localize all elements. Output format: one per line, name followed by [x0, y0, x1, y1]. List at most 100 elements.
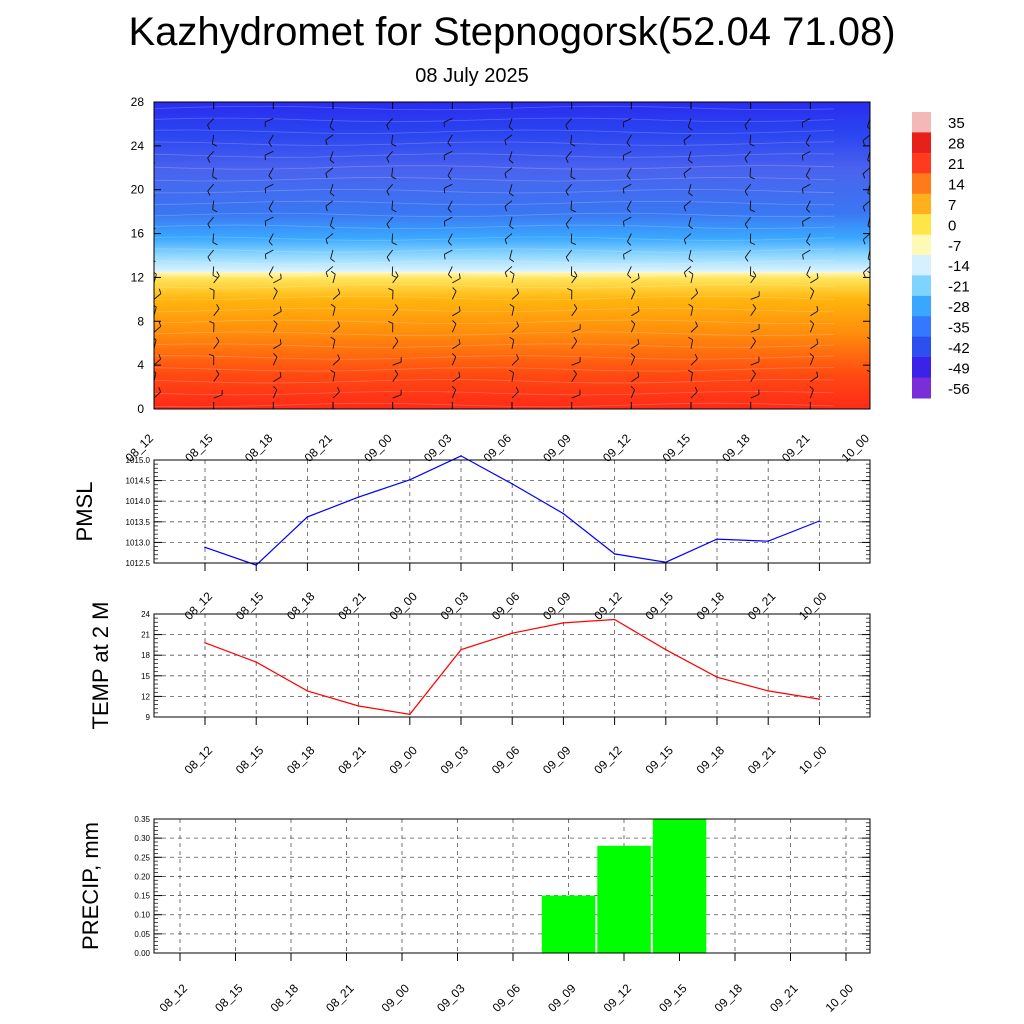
- wind-barb: [511, 306, 515, 316]
- colorbar-label: 21: [948, 156, 965, 173]
- data-point: [562, 622, 565, 624]
- wind-barb: [212, 167, 215, 177]
- wind-barb-flag: [752, 336, 756, 342]
- wind-barb-flag: [154, 260, 156, 263]
- wind-barb-flag: [816, 338, 819, 344]
- wind-barb: [325, 266, 334, 273]
- wind-barb: [571, 394, 581, 399]
- wind-barb-flag: [451, 353, 457, 358]
- wind-barb: [627, 266, 632, 275]
- wind-barb: [511, 372, 515, 382]
- wind-barb: [810, 343, 819, 350]
- panel-frame: [153, 459, 871, 564]
- y-tick-label: 21: [141, 631, 150, 640]
- y-axis-label: PRECIP, mm: [78, 822, 103, 950]
- wind-barb-flag: [683, 272, 687, 278]
- wind-barb-flag: [386, 124, 390, 130]
- data-point: [511, 632, 513, 634]
- wind-barb: [623, 249, 632, 255]
- y-tick-label: 0.15: [134, 892, 150, 901]
- wind-barb: [805, 200, 811, 209]
- wind-barb: [805, 167, 811, 177]
- wind-barb-flag: [452, 320, 457, 325]
- wind-barb-flag: [862, 206, 866, 212]
- y-tick-label: 16: [131, 227, 145, 241]
- wind-barb-flag: [802, 254, 804, 260]
- wind-barb-flag: [268, 208, 273, 213]
- wind-barb-flag: [631, 287, 636, 292]
- warm-layer: [154, 271, 870, 409]
- wind-barb-flag: [688, 258, 694, 262]
- wind-barb-flag: [280, 273, 282, 279]
- x-tick-label: 09_06: [489, 589, 523, 623]
- y-tick-label: 18: [141, 651, 150, 660]
- x-tick-label: 08_18: [284, 743, 318, 777]
- wind-barb-flag: [509, 258, 515, 263]
- wind-barb: [571, 341, 578, 349]
- y-tick-label: 0.20: [134, 872, 150, 881]
- wind-barb: [863, 266, 870, 273]
- wind-barb-flag: [447, 241, 452, 246]
- wind-barb: [207, 216, 215, 225]
- wind-barb: [630, 389, 636, 399]
- wind-barb: [325, 233, 334, 240]
- wind-barb-flag: [158, 354, 162, 360]
- wind-barb: [207, 151, 214, 159]
- wind-barb-flag: [391, 143, 397, 147]
- wind-barb-flag: [875, 289, 877, 294]
- wind-barb: [802, 216, 811, 222]
- wind-barb: [809, 389, 814, 399]
- wind-barb-flag: [458, 371, 461, 377]
- wind-barb-flag: [395, 271, 399, 277]
- isotherm-line: [154, 343, 835, 348]
- wind-barb: [273, 343, 282, 350]
- wind-barb: [744, 118, 752, 126]
- wind-barb-flag: [816, 306, 819, 312]
- data-point: [204, 546, 206, 549]
- wind-barb-flag: [688, 126, 693, 131]
- wind-barb-flag: [209, 287, 215, 291]
- precip-bar: [597, 845, 651, 953]
- pmsl-panel: 08_12 08_15 08_18 08_21 09_00 09_03 09_06 09_09…: [72, 455, 871, 623]
- wind-barb-flag: [329, 159, 335, 164]
- wind-barb: [690, 339, 694, 349]
- data-point: [716, 538, 718, 540]
- wind-barb-flag: [330, 303, 336, 308]
- chart-title: Kazhydromet for Stepnogorsk(52.04 71.08): [128, 10, 896, 54]
- x-tick-label: 09_00: [386, 589, 420, 623]
- x-tick-label: 08_18: [268, 981, 302, 1015]
- wind-barb: [810, 376, 819, 382]
- wind-barb-flag: [212, 143, 218, 147]
- wind-barb: [268, 200, 274, 209]
- wind-barb: [332, 325, 341, 333]
- wind-barb: [332, 274, 336, 284]
- wind-barb-flag: [573, 304, 578, 309]
- wind-barb: [212, 200, 215, 210]
- wind-barb-flag: [212, 209, 218, 213]
- wind-barb: [623, 183, 632, 189]
- isotherm-line: [154, 355, 835, 360]
- wind-barb-flag: [504, 239, 508, 245]
- wind-barb-flag: [688, 159, 693, 164]
- wind-barb-flag: [504, 173, 507, 179]
- wind-barb-flag: [683, 173, 686, 179]
- wind-barb-flag: [516, 321, 520, 327]
- data-point: [357, 496, 360, 498]
- cold-layer: [154, 102, 870, 272]
- wind-barb-flag: [516, 354, 519, 360]
- wind-barb-flag: [443, 254, 446, 260]
- wind-barb-flag: [565, 190, 569, 196]
- wind-barb: [452, 278, 461, 284]
- wind-barb: [630, 323, 636, 333]
- wind-barb: [809, 356, 815, 366]
- isotherm-line: [154, 224, 835, 230]
- wind-barb: [329, 118, 334, 128]
- precip-bar: [652, 819, 707, 953]
- wind-barb-flag: [805, 175, 810, 180]
- wind-barb: [626, 134, 632, 144]
- wind-barb-flag: [862, 140, 865, 146]
- wind-barb-flag: [809, 287, 815, 292]
- wind-barb-flag: [447, 208, 452, 213]
- wind-barb-flag: [571, 242, 576, 246]
